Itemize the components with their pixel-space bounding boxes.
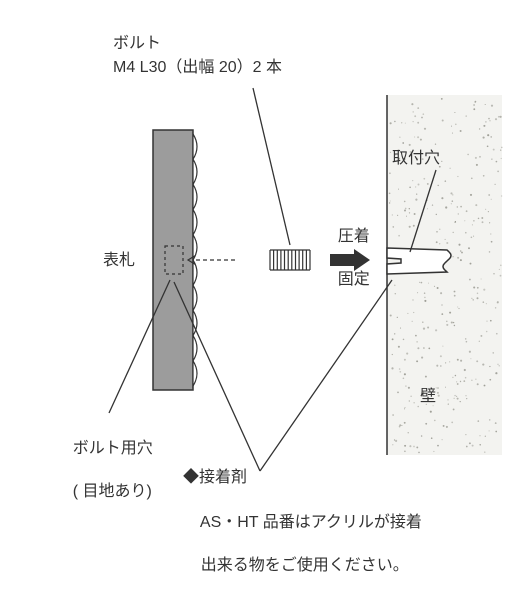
label-wall: 壁 xyxy=(420,386,436,408)
note-adhesive-line1: AS・HT 品番はアクリルが接着 xyxy=(200,514,422,531)
label-press-line1: 圧着 xyxy=(338,228,370,245)
note-adhesive: AS・HT 品番はアクリルが接着 出来る物をご使用ください。 xyxy=(183,490,422,598)
label-bolt-hole: ボルト用穴 ( 目地あり) xyxy=(55,416,153,524)
label-mount-hole: 取付穴 xyxy=(392,148,440,170)
note-adhesive-line2: 出来る物をご使用ください。 xyxy=(201,557,409,574)
title-line-1: ボルト xyxy=(113,33,161,55)
title-line-2: M4 L30（出幅 20）2 本 xyxy=(113,57,282,79)
label-press-line2: 固定 xyxy=(338,271,370,288)
bolt-shape xyxy=(270,250,310,270)
label-nameplate: 表札 xyxy=(103,250,135,272)
label-bolt-hole-line1: ボルト用穴 xyxy=(73,440,153,457)
nameplate-shape xyxy=(153,130,197,390)
label-adhesive: ◆接着剤 xyxy=(183,467,247,489)
diagram-canvas: ボルト M4 L30（出幅 20）2 本 表札 圧着 固定 取付穴 壁 ボルト用… xyxy=(0,0,510,550)
label-bolt-hole-line2: ( 目地あり) xyxy=(73,483,152,500)
label-press-fix: 圧着 固定 xyxy=(320,204,370,312)
